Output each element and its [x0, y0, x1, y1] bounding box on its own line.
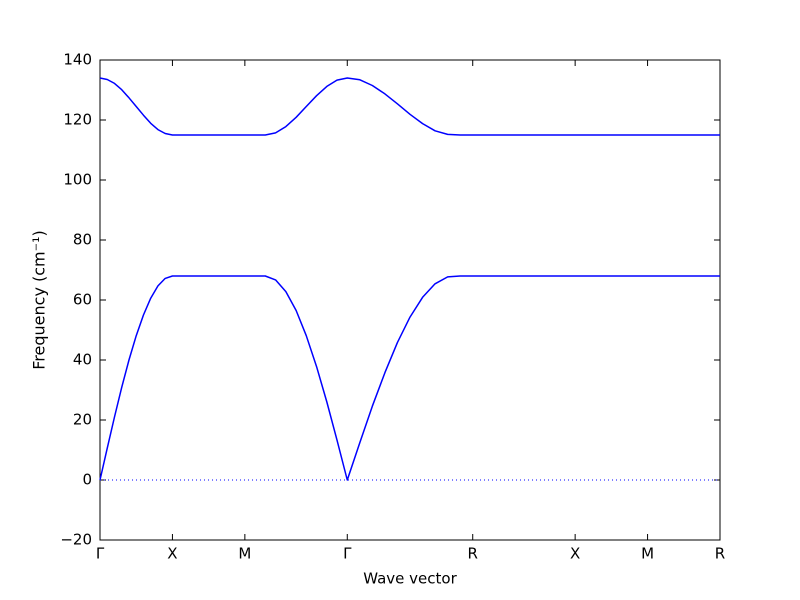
x-tick-label: Γ — [96, 545, 105, 563]
plot-frame — [99, 59, 721, 541]
x-tick-label: M — [641, 545, 654, 563]
y-tick-label: 80 — [73, 231, 92, 249]
y-tick-label: 0 — [82, 471, 92, 489]
y-tick-label: 20 — [73, 411, 92, 429]
y-tick-label: 120 — [63, 111, 92, 129]
x-tick-label: Γ — [343, 545, 352, 563]
x-axis-label: Wave vector — [363, 570, 457, 588]
y-axis-label: Frequency (cm⁻¹) — [30, 230, 49, 369]
x-tick-label: M — [238, 545, 251, 563]
y-tick-label: 140 — [63, 51, 92, 69]
y-tick-label: 60 — [73, 291, 92, 309]
y-tick-label: −20 — [60, 531, 92, 549]
x-tick-label: R — [715, 545, 725, 563]
x-tick-label: X — [167, 545, 177, 563]
x-tick-label: X — [570, 545, 580, 563]
band-line — [99, 275, 720, 481]
y-tick-label: 100 — [63, 171, 92, 189]
y-tick-label: 40 — [73, 351, 92, 369]
band-line — [99, 77, 720, 136]
x-tick-label: R — [468, 545, 478, 563]
